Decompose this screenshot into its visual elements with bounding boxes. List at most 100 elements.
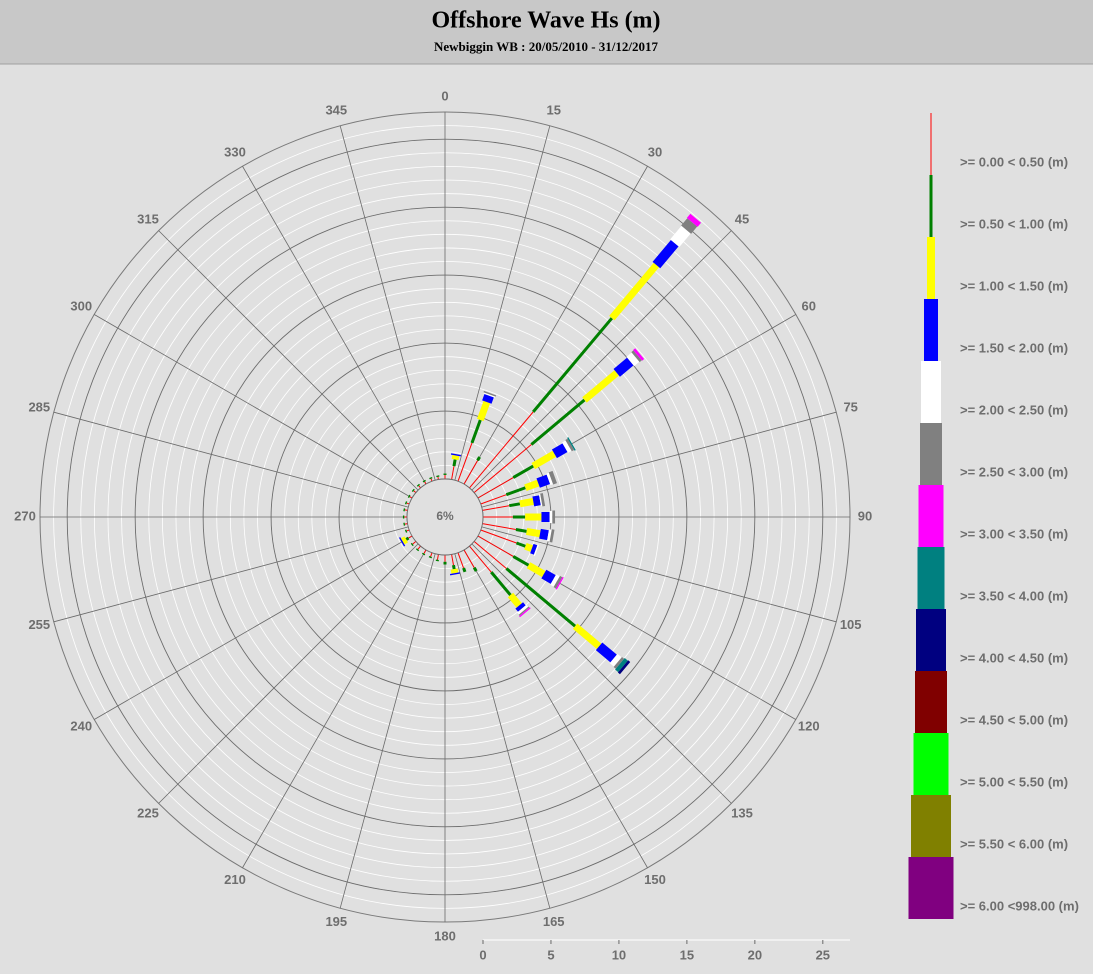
direction-label: 345 [325,103,347,118]
bar-segment [524,479,540,492]
spoke [94,535,413,720]
bar-segment [477,535,514,557]
bar-segment [451,454,460,461]
legend-swatch [929,175,933,237]
legend-label: >= 1.50 < 2.00 (m) [960,340,1068,355]
legend-label: >= 4.00 < 4.50 (m) [960,650,1068,665]
bar-segment [572,623,602,649]
legend-swatch [930,113,932,175]
bar-segment [686,213,702,227]
bar-segment [457,552,465,569]
bar-segment [539,528,549,541]
spoke [463,549,648,868]
bar-segment [517,604,529,615]
bar-segment [567,437,576,451]
bar-segment [531,450,557,470]
bar-segment [582,370,620,403]
direction-label: 255 [28,617,50,632]
bar-segment [532,495,541,507]
bar-segment [652,239,679,269]
bar-segment [469,545,492,573]
bar-segment [530,543,538,555]
bar-segment [411,488,415,492]
spoke [454,553,551,909]
legend-label: >= 5.50 < 6.00 (m) [960,836,1068,851]
center-label: 6% [436,509,454,523]
bar-segment [407,494,411,498]
bar-segment [595,642,617,663]
direction-label: 300 [70,298,92,313]
bar-segment [424,481,427,485]
bar-segment [452,459,457,467]
bar-segment [541,569,556,584]
spoke [454,125,551,481]
direction-label: 240 [70,718,92,733]
spoke [242,549,427,868]
bar-segment [512,464,534,479]
direction-label: 150 [644,872,666,887]
bar-segment [462,567,467,573]
bar-segment [519,497,534,508]
direction-label: 210 [224,872,246,887]
legend-swatch [911,795,951,857]
chart-title: Offshore Wave Hs (m) [431,8,660,34]
bar-segment [412,541,417,545]
bar-segment [565,438,575,452]
bar-segment [413,490,417,493]
legend-label: >= 2.00 < 2.50 (m) [960,402,1068,417]
legend-label: >= 3.50 < 4.00 (m) [960,588,1068,603]
legend-label: >= 5.00 < 5.50 (m) [960,774,1068,789]
bar-segment [415,548,420,552]
bar-segment [548,470,558,485]
bar-segment [417,545,421,550]
bar-segment [406,529,410,532]
direction-label: 0 [441,88,448,103]
bar-segment [406,502,410,505]
legend-label: >= 0.00 < 0.50 (m) [960,154,1068,169]
spoke [481,411,837,508]
bar-segment [422,479,426,483]
bar-segment [480,529,517,544]
bar-segment [469,411,534,489]
bar-segment [463,549,475,568]
bar-segment [505,486,526,497]
bar-segment [518,606,530,616]
bar-segment [421,552,426,556]
bar-segment [525,527,541,538]
direction-label: 135 [731,805,753,820]
bar-segment [405,536,410,541]
bar-segment [482,505,510,511]
bar-segment [463,460,479,485]
bar-segment [524,542,533,552]
bar-segment [562,440,572,453]
bar-segment [508,502,521,508]
radial-tick-label: 25 [816,947,830,962]
bar-segment [473,541,507,569]
direction-label: 165 [543,914,565,929]
bar-segment [681,218,698,234]
direction-label: 45 [735,211,749,226]
bar-segment [436,554,439,560]
bar-segment [452,564,456,570]
bar-segment [477,400,491,422]
spoke [471,543,732,804]
direction-label: 30 [648,145,662,160]
center-hole [406,478,484,556]
radial-tick-label: 10 [612,947,626,962]
legend-swatch [924,299,938,361]
spoke [463,166,648,485]
legend-swatch [917,547,945,609]
direction-label: 285 [28,400,50,415]
legend-swatch [915,671,947,733]
bar-segment [430,552,433,557]
bar-segment [505,567,577,628]
direction-label: 195 [325,914,347,929]
legend-label: >= 3.00 < 3.50 (m) [960,526,1068,541]
spoke [53,526,409,623]
bar-segment [546,472,554,486]
bar-segment [631,350,642,363]
legend-label: >= 0.50 < 1.00 (m) [960,216,1068,231]
bar-segment [615,658,628,673]
spoke [158,543,419,804]
